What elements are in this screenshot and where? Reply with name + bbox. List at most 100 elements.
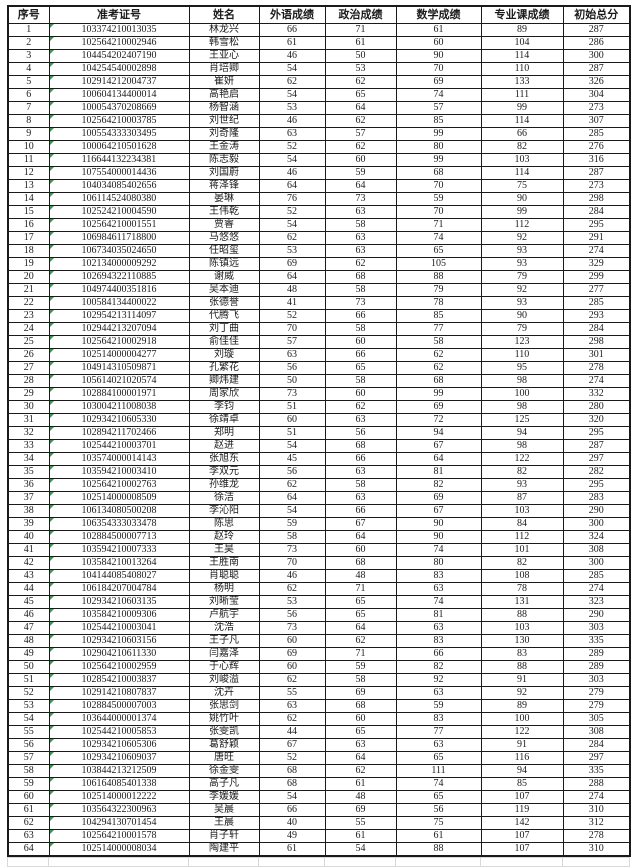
name-cell[interactable]: 张思剑 [188,699,260,713]
seq-cell[interactable]: 49 [7,647,50,661]
foreign-lang-score-cell[interactable]: 54 [258,790,326,804]
empty-cell[interactable] [7,857,49,867]
major-course-score-cell[interactable]: 107 [480,790,564,804]
exam-id-cell[interactable]: 102894211702466 [48,426,190,440]
initial-total-cell[interactable]: 285 [562,569,631,583]
math-score-cell[interactable]: 63 [395,738,482,752]
politics-score-cell[interactable]: 58 [324,322,397,336]
politics-score-cell[interactable]: 66 [324,452,397,466]
politics-score-cell[interactable]: 71 [324,582,397,596]
exam-id-cell[interactable]: 100604134400014 [48,88,190,102]
name-cell[interactable]: 任昭玺 [188,244,260,258]
politics-score-cell[interactable]: 60 [324,387,397,401]
politics-score-cell[interactable]: 65 [324,361,397,375]
initial-total-cell[interactable]: 308 [562,543,631,557]
initial-total-cell[interactable]: 295 [562,218,631,232]
math-score-cell[interactable]: 105 [395,257,482,271]
seq-cell[interactable]: 22 [7,296,50,310]
math-score-cell[interactable]: 77 [395,725,482,739]
initial-total-cell[interactable]: 310 [562,842,631,857]
name-cell[interactable]: 刘峻溢 [188,673,260,687]
seq-cell[interactable]: 35 [7,465,50,479]
major-course-score-cell[interactable]: 89 [480,23,564,37]
name-cell[interactable]: 王胜南 [188,556,260,570]
column-header-math[interactable]: 数学成绩 [395,5,482,24]
name-cell[interactable]: 李双元 [188,465,260,479]
major-course-score-cell[interactable]: 98 [480,374,564,388]
initial-total-cell[interactable]: 274 [562,582,631,596]
name-cell[interactable]: 高艳启 [188,88,260,102]
math-score-cell[interactable]: 68 [395,374,482,388]
politics-score-cell[interactable]: 58 [324,673,397,687]
foreign-lang-score-cell[interactable]: 64 [258,491,326,505]
seq-cell[interactable]: 13 [7,179,50,193]
math-score-cell[interactable]: 88 [395,270,482,284]
foreign-lang-score-cell[interactable]: 49 [258,829,326,843]
math-score-cell[interactable]: 78 [395,296,482,310]
foreign-lang-score-cell[interactable]: 69 [258,257,326,271]
major-course-score-cell[interactable]: 142 [480,816,564,830]
initial-total-cell[interactable]: 279 [562,686,631,700]
initial-total-cell[interactable]: 312 [562,816,631,830]
initial-total-cell[interactable]: 305 [562,712,631,726]
name-cell[interactable]: 李沁阳 [188,504,260,518]
foreign-lang-score-cell[interactable]: 62 [258,673,326,687]
major-course-score-cell[interactable]: 92 [480,686,564,700]
name-cell[interactable]: 徐洁 [188,491,260,505]
seq-cell[interactable]: 25 [7,335,50,349]
column-header-exam-id[interactable]: 准考证号 [48,5,190,24]
politics-score-cell[interactable]: 61 [324,829,397,843]
initial-total-cell[interactable]: 295 [562,426,631,440]
name-cell[interactable]: 马悠悠 [188,231,260,245]
politics-score-cell[interactable]: 62 [324,114,397,128]
seq-cell[interactable]: 17 [7,231,50,245]
initial-total-cell[interactable]: 308 [562,725,631,739]
foreign-lang-score-cell[interactable]: 50 [258,374,326,388]
foreign-lang-score-cell[interactable]: 54 [258,504,326,518]
politics-score-cell[interactable]: 63 [324,205,397,219]
politics-score-cell[interactable]: 56 [324,426,397,440]
seq-cell[interactable]: 7 [7,101,50,115]
foreign-lang-score-cell[interactable]: 52 [258,140,326,154]
foreign-lang-score-cell[interactable]: 54 [258,88,326,102]
name-cell[interactable]: 杨智涵 [188,101,260,115]
seq-cell[interactable]: 16 [7,218,50,232]
exam-id-cell[interactable]: 103594210003410 [48,465,190,479]
initial-total-cell[interactable]: 290 [562,504,631,518]
exam-id-cell[interactable]: 103584210009306 [48,608,190,622]
initial-total-cell[interactable]: 300 [562,49,631,63]
seq-cell[interactable]: 56 [7,738,50,752]
exam-id-cell[interactable]: 102914210807837 [48,686,190,700]
politics-score-cell[interactable]: 63 [324,244,397,258]
name-cell[interactable]: 葛舒颖 [188,738,260,752]
politics-score-cell[interactable]: 66 [324,504,397,518]
math-score-cell[interactable]: 85 [395,309,482,323]
politics-score-cell[interactable]: 50 [324,49,397,63]
initial-total-cell[interactable]: 307 [562,114,631,128]
seq-cell[interactable]: 47 [7,621,50,635]
politics-score-cell[interactable]: 63 [324,738,397,752]
major-course-score-cell[interactable]: 101 [480,543,564,557]
initial-total-cell[interactable]: 287 [562,62,631,76]
major-course-score-cell[interactable]: 122 [480,452,564,466]
seq-cell[interactable]: 8 [7,114,50,128]
major-course-score-cell[interactable]: 100 [480,712,564,726]
initial-total-cell[interactable]: 274 [562,790,631,804]
politics-score-cell[interactable]: 73 [324,296,397,310]
politics-score-cell[interactable]: 73 [324,192,397,206]
initial-total-cell[interactable]: 335 [562,634,631,648]
politics-score-cell[interactable]: 58 [324,218,397,232]
foreign-lang-score-cell[interactable]: 64 [258,179,326,193]
name-cell[interactable]: 王金涛 [188,140,260,154]
seq-cell[interactable]: 50 [7,660,50,674]
seq-cell[interactable]: 42 [7,556,50,570]
foreign-lang-score-cell[interactable]: 45 [258,452,326,466]
seq-cell[interactable]: 36 [7,478,50,492]
name-cell[interactable]: 沈浩 [188,621,260,635]
math-score-cell[interactable]: 74 [395,595,482,609]
name-cell[interactable]: 赵玲 [188,530,260,544]
initial-total-cell[interactable]: 299 [562,270,631,284]
math-score-cell[interactable]: 56 [395,803,482,817]
math-score-cell[interactable]: 82 [395,478,482,492]
exam-id-cell[interactable]: 107554000014436 [48,166,190,180]
